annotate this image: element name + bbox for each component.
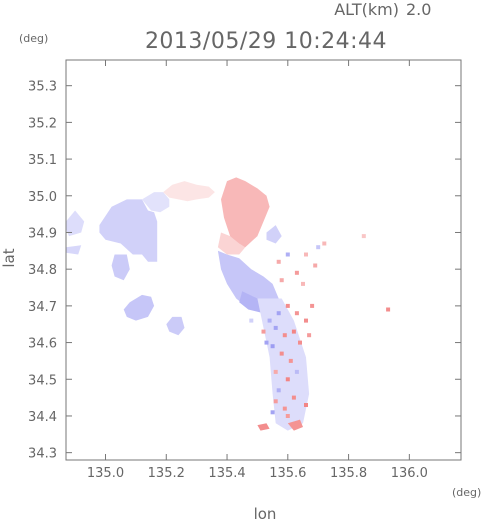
y-tick-label: 34.8 <box>28 263 57 278</box>
echo-speck <box>310 303 315 308</box>
echo-speck <box>322 241 327 246</box>
echo-speck <box>282 406 287 411</box>
x-tick-label: 135.8 <box>330 466 367 481</box>
echo-speck <box>307 333 312 338</box>
y-axis: 34.3 34.4 34.5 34.6 34.7 34.8 34.9 35.0 35.1 35.2… <box>28 80 461 462</box>
echo-speck <box>273 325 278 330</box>
echo-speck <box>304 252 308 257</box>
echo-speck <box>279 351 284 356</box>
echo-region <box>163 181 215 202</box>
plot-frame <box>65 59 462 461</box>
echo-speck <box>276 259 281 264</box>
y-tick-label: 35.0 <box>28 190 57 205</box>
echo-speck <box>264 340 269 345</box>
echo-speck <box>294 311 299 316</box>
echo-speck <box>298 340 302 345</box>
echo-speck <box>276 311 281 316</box>
echo-region <box>66 245 82 255</box>
echo-region <box>257 423 270 431</box>
echo-speck <box>285 377 290 382</box>
echo-region <box>123 294 155 321</box>
echo-speck <box>294 369 299 374</box>
echo-speck <box>273 399 278 404</box>
x-unit-label: (deg) <box>452 486 481 499</box>
echo-region <box>142 192 170 213</box>
y-tick-label: 34.3 <box>28 447 57 462</box>
echo-speck <box>316 245 321 250</box>
echo-speck <box>270 344 275 349</box>
x-tick-label: 135.4 <box>208 466 245 481</box>
y-axis-label: lat <box>0 248 18 267</box>
echo-speck <box>288 358 293 363</box>
echo-speck <box>291 329 296 334</box>
echo-region <box>166 316 185 336</box>
echo-region <box>221 177 270 248</box>
echo-speck <box>276 388 281 393</box>
echo-speck <box>294 270 299 275</box>
y-tick-label: 35.1 <box>28 153 57 168</box>
echo-speck <box>282 333 287 338</box>
y-tick-label: 34.5 <box>28 373 57 388</box>
echo-speck <box>386 307 391 312</box>
echo-region <box>217 232 246 255</box>
echo-speck <box>267 318 272 323</box>
echo-region <box>266 225 282 244</box>
echo-region <box>257 298 310 431</box>
y-tick-label: 34.6 <box>28 337 57 352</box>
altitude-value: 2.0 <box>406 0 431 19</box>
echo-speck <box>261 329 266 334</box>
echo-speck <box>361 234 366 239</box>
x-axis: 135.0 135.2 135.4 135.6 135.8 136.0 <box>87 60 428 481</box>
y-unit-label: (deg) <box>19 32 48 45</box>
y-tick-label: 35.2 <box>28 116 57 131</box>
echo-region <box>217 250 279 310</box>
echo-region <box>99 199 158 262</box>
x-tick-label: 136.0 <box>391 466 428 481</box>
echo-speck <box>279 278 284 283</box>
x-axis-label: lon <box>254 505 277 521</box>
y-tick-label: 34.9 <box>28 226 57 241</box>
echo-region <box>111 254 130 281</box>
echo-speck <box>249 318 254 323</box>
timestamp-title: 2013/05/29 10:24:44 <box>145 29 387 54</box>
echo-speck <box>301 281 305 286</box>
echo-speck <box>304 318 308 323</box>
echo-region <box>287 419 303 431</box>
x-tick-label: 135.2 <box>148 466 185 481</box>
echo-speck <box>304 403 308 407</box>
y-tick-label: 35.3 <box>28 80 57 95</box>
echo-speck <box>285 303 290 308</box>
echo-speck <box>313 263 318 268</box>
x-tick-label: 135.6 <box>269 466 306 481</box>
echo-speck <box>285 414 290 418</box>
y-tick-label: 34.7 <box>28 300 57 315</box>
y-tick-label: 34.4 <box>28 410 57 425</box>
plot-content <box>66 177 391 431</box>
echo-region <box>66 210 85 237</box>
x-tick-label: 135.0 <box>87 466 124 481</box>
echo-speck <box>273 369 278 374</box>
altitude-label: ALT(km) <box>334 0 399 19</box>
echo-speck <box>270 410 275 415</box>
echo-speck <box>285 252 290 257</box>
echo-speck <box>291 395 296 400</box>
